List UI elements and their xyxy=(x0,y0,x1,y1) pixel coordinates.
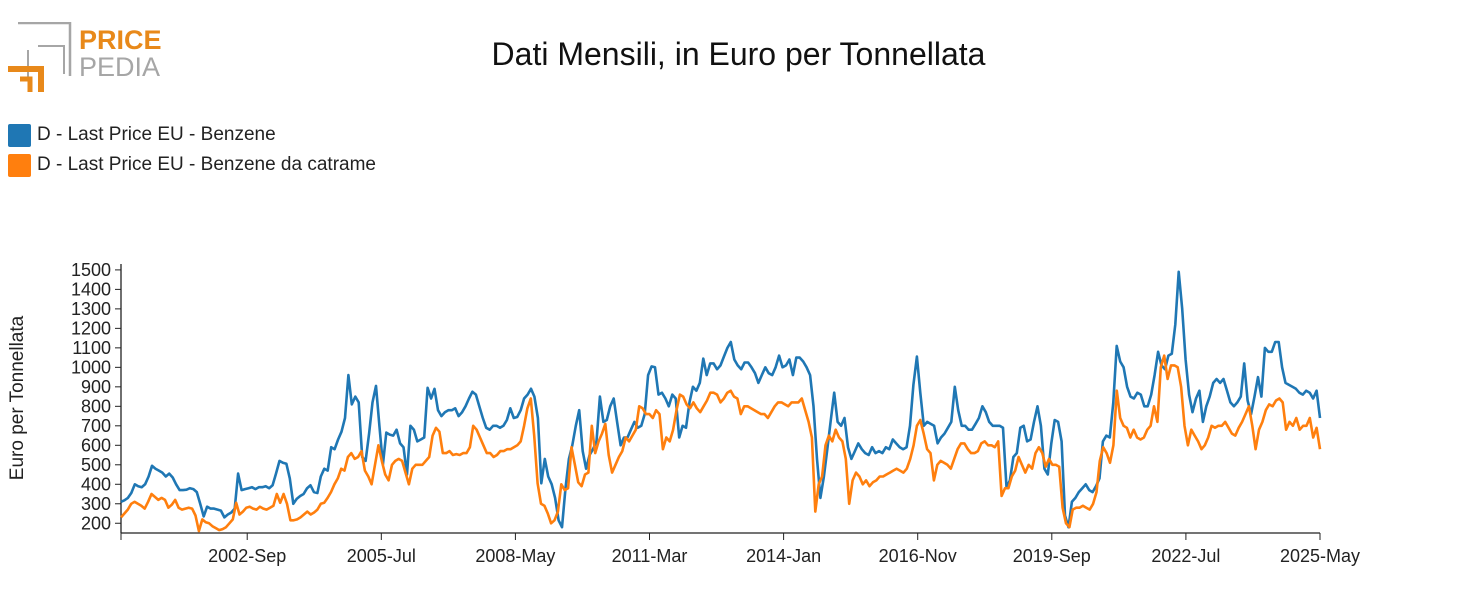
logo-inner-gray-bracket xyxy=(27,45,65,80)
y-tick-label: 1100 xyxy=(72,338,111,358)
y-tick-label: 700 xyxy=(81,416,111,436)
logo-outer-gray-bracket xyxy=(18,21,72,76)
logo-word-price: PRICE xyxy=(79,25,162,55)
y-tick-label: 800 xyxy=(81,396,111,416)
y-tick-label: 600 xyxy=(81,435,111,455)
chart-title: Dati Mensili, in Euro per Tonnellata xyxy=(491,36,986,72)
legend-label-benzene-da-catrame: D - Last Price EU - Benzene da catrame xyxy=(37,154,376,175)
logo-word-pedia: PEDIA xyxy=(79,52,160,82)
y-axis-title: Euro per Tonnellata xyxy=(7,315,28,480)
legend-item-benzene-da-catrame[interactable]: D - Last Price EU - Benzene da catrame xyxy=(8,150,376,180)
legend-swatch-benzene-da-catrame xyxy=(8,153,31,177)
pricepedia-logo-mark: PRICE PEDIA xyxy=(8,21,162,92)
y-tick-label: 200 xyxy=(81,513,111,533)
x-tick-label: 2002-Sep xyxy=(208,546,286,566)
x-tick-label: 2008-May xyxy=(475,546,555,566)
series-line-benzene xyxy=(120,270,1322,529)
logo-orange-bracket-outer xyxy=(8,66,44,92)
y-tick-label: 900 xyxy=(81,377,111,397)
y-tick-label: 1500 xyxy=(71,260,111,280)
legend-label-benzene: D - Last Price EU - Benzene xyxy=(37,124,276,145)
y-tick-label: 1000 xyxy=(71,357,111,377)
legend-item-benzene[interactable]: D - Last Price EU - Benzene xyxy=(8,120,376,150)
y-tick-label: 1300 xyxy=(71,299,111,319)
series-lines xyxy=(120,270,1322,533)
x-tick-label: 2016-Nov xyxy=(879,546,957,566)
y-tick-label: 400 xyxy=(81,474,111,494)
x-axis: 2002-Sep 2005-Jul 2008-May 2011-Mar 2014-Jan… xyxy=(120,532,1360,566)
x-tick-label: 2011-Mar xyxy=(612,546,688,566)
x-tick-label: 2014-Jan xyxy=(746,546,821,566)
y-tick-label: 500 xyxy=(81,455,111,475)
logo-orange-bracket-inner xyxy=(20,76,33,92)
x-tick-label: 2019-Sep xyxy=(1013,546,1091,566)
series-line-benzene-da-catrame xyxy=(120,354,1322,533)
y-axis: 2003004005006007008009001000110012001300… xyxy=(71,260,122,533)
x-tick-label: 2005-Jul xyxy=(347,546,416,566)
y-tick-label: 300 xyxy=(81,494,111,514)
x-tick-label: 2025-May xyxy=(1280,546,1360,566)
y-tick-label: 1400 xyxy=(71,279,111,299)
y-tick-label: 1200 xyxy=(71,318,111,338)
chart-legend: D - Last Price EU - Benzene D - Last Pri… xyxy=(8,120,376,180)
x-tick-label: 2022-Jul xyxy=(1151,546,1220,566)
pricepedia-logo: PRICE PEDIA xyxy=(8,21,168,94)
legend-swatch-benzene xyxy=(8,123,31,147)
